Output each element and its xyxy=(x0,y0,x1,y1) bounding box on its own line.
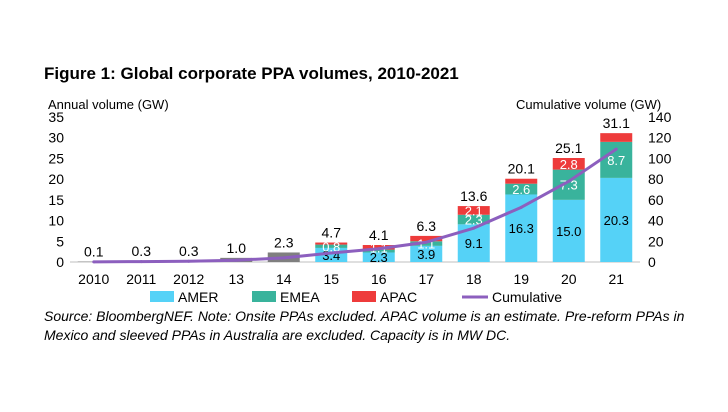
y2-axis-title: Cumulative volume (GW) xyxy=(516,97,661,112)
segment-value-label: 20.3 xyxy=(604,213,629,228)
cumulative-point xyxy=(472,226,476,230)
y2-tick-label: 40 xyxy=(648,213,664,229)
bar-segment-emea xyxy=(457,214,490,225)
segment-value-label: 2.6 xyxy=(512,182,530,197)
x-tick-label: 17 xyxy=(418,271,434,287)
legend-label: AMER xyxy=(178,289,218,305)
y2-tick-label: 0 xyxy=(648,254,656,270)
cumulative-point xyxy=(139,260,143,264)
total-value-label: 4.1 xyxy=(369,227,389,243)
segment-value-label: 2.3 xyxy=(465,213,483,228)
y-axis: 0 5 10 15 20 25 30 35 xyxy=(48,109,64,270)
cumulative-point xyxy=(567,179,571,183)
cumulative-point xyxy=(92,260,96,264)
cumulative-point xyxy=(519,205,523,209)
cumulative-point xyxy=(282,256,286,260)
y2-tick-label: 100 xyxy=(648,150,672,166)
segment-value-label: 16.3 xyxy=(509,221,534,236)
bar-segment-apac xyxy=(552,158,585,170)
segment-value-label: 8.7 xyxy=(607,153,625,168)
segment-value-label: 3.9 xyxy=(417,247,435,262)
bar-segment-apac xyxy=(457,206,490,215)
bar-segment-apac xyxy=(600,133,633,142)
x-tick-label: 21 xyxy=(608,271,624,287)
total-value-label: 0.3 xyxy=(132,243,152,259)
y2-tick-label: 140 xyxy=(648,109,672,125)
legend-label: Cumulative xyxy=(492,289,562,305)
total-value-label: 13.6 xyxy=(460,188,487,204)
bar-segment-apac xyxy=(410,235,443,242)
x-axis: 2010 2011 2012 13 14 15 16 17 18 19 20 21 xyxy=(78,271,624,287)
total-value-label: 31.1 xyxy=(603,115,630,131)
y-tick-label: 10 xyxy=(48,213,64,229)
x-tick-label: 2011 xyxy=(126,271,156,287)
total-value-label: 1.0 xyxy=(227,240,247,256)
legend: AMER EMEA APAC Cumulative xyxy=(150,289,562,305)
segment-value-label: 0.8 xyxy=(322,239,340,254)
x-tick-label: 16 xyxy=(371,271,387,287)
total-value-label: 0.1 xyxy=(84,244,104,260)
source-note: Source: BloombergNEF. Note: Onsite PPAs … xyxy=(44,308,685,343)
cumulative-point xyxy=(234,258,238,262)
cumulative-point xyxy=(614,147,618,151)
y2-tick-label: 60 xyxy=(648,192,664,208)
bar-segment-emea xyxy=(505,183,538,195)
y-tick-label: 30 xyxy=(48,130,64,146)
y-tick-label: 0 xyxy=(56,254,64,270)
y2-tick-label: 120 xyxy=(648,130,672,146)
segment-value-label: 9.1 xyxy=(465,236,483,251)
total-value-label: 6.3 xyxy=(417,218,437,234)
x-tick-label: 19 xyxy=(513,271,529,287)
legend-swatch-emea xyxy=(252,291,276,302)
bar-segment-amer xyxy=(552,199,585,262)
chart-title: Figure 1: Global corporate PPA volumes, … xyxy=(44,64,459,83)
total-labels: 0.1 0.3 0.3 1.0 2.3 4.7 4.1 6.3 13.6 20.1 25.1 31.1 xyxy=(84,115,630,259)
bar-segment-apac xyxy=(505,178,538,184)
segment-value-label: 2.3 xyxy=(370,250,388,265)
legend-label: APAC xyxy=(380,289,417,305)
bar-segment-emea xyxy=(315,244,348,248)
legend-swatch-apac xyxy=(352,291,376,302)
segment-value-label: 2.1 xyxy=(465,203,483,218)
x-tick-label: 15 xyxy=(323,271,339,287)
cumulative-series xyxy=(92,147,618,264)
y2-tick-label: 80 xyxy=(648,171,664,187)
total-value-label: 20.1 xyxy=(508,161,535,177)
segment-value-label: 7.3 xyxy=(560,178,578,193)
total-value-label: 4.7 xyxy=(322,225,342,241)
y-tick-label: 35 xyxy=(48,109,64,125)
cumulative-point xyxy=(187,259,191,263)
cumulative-line xyxy=(93,147,618,264)
y-axis-title: Annual volume (GW) xyxy=(48,97,169,112)
x-tick-label: 20 xyxy=(561,271,577,287)
segment-value-label: 15.0 xyxy=(556,224,581,239)
bars xyxy=(77,133,633,262)
segment-value-label: 2.8 xyxy=(560,157,578,172)
y2-axis: 0 20 40 60 80 100 120 140 xyxy=(648,109,672,270)
y-tick-label: 5 xyxy=(56,233,64,249)
x-tick-label: 18 xyxy=(466,271,482,287)
x-tick-label: 2010 xyxy=(78,271,109,287)
x-tick-label: 2012 xyxy=(173,271,204,287)
y-tick-label: 20 xyxy=(48,171,64,187)
bar-segment-amer xyxy=(600,177,633,262)
legend-label: EMEA xyxy=(280,289,320,305)
y2-tick-label: 20 xyxy=(648,233,664,249)
bar-segment-apac xyxy=(315,242,348,245)
bar-segment-amer xyxy=(410,245,443,262)
bar-segment-amer xyxy=(362,252,395,262)
y-tick-label: 25 xyxy=(48,150,64,166)
total-value-label: 25.1 xyxy=(555,140,582,156)
total-value-label: 2.3 xyxy=(274,234,294,250)
y-tick-label: 15 xyxy=(48,192,64,208)
x-tick-label: 14 xyxy=(276,271,292,287)
x-tick-label: 13 xyxy=(228,271,244,287)
total-value-label: 0.3 xyxy=(179,243,199,259)
legend-swatch-amer xyxy=(150,291,174,302)
cumulative-point xyxy=(424,240,428,244)
bar-segment-emea xyxy=(362,249,395,253)
cumulative-point xyxy=(329,251,333,255)
cumulative-point xyxy=(377,247,381,251)
